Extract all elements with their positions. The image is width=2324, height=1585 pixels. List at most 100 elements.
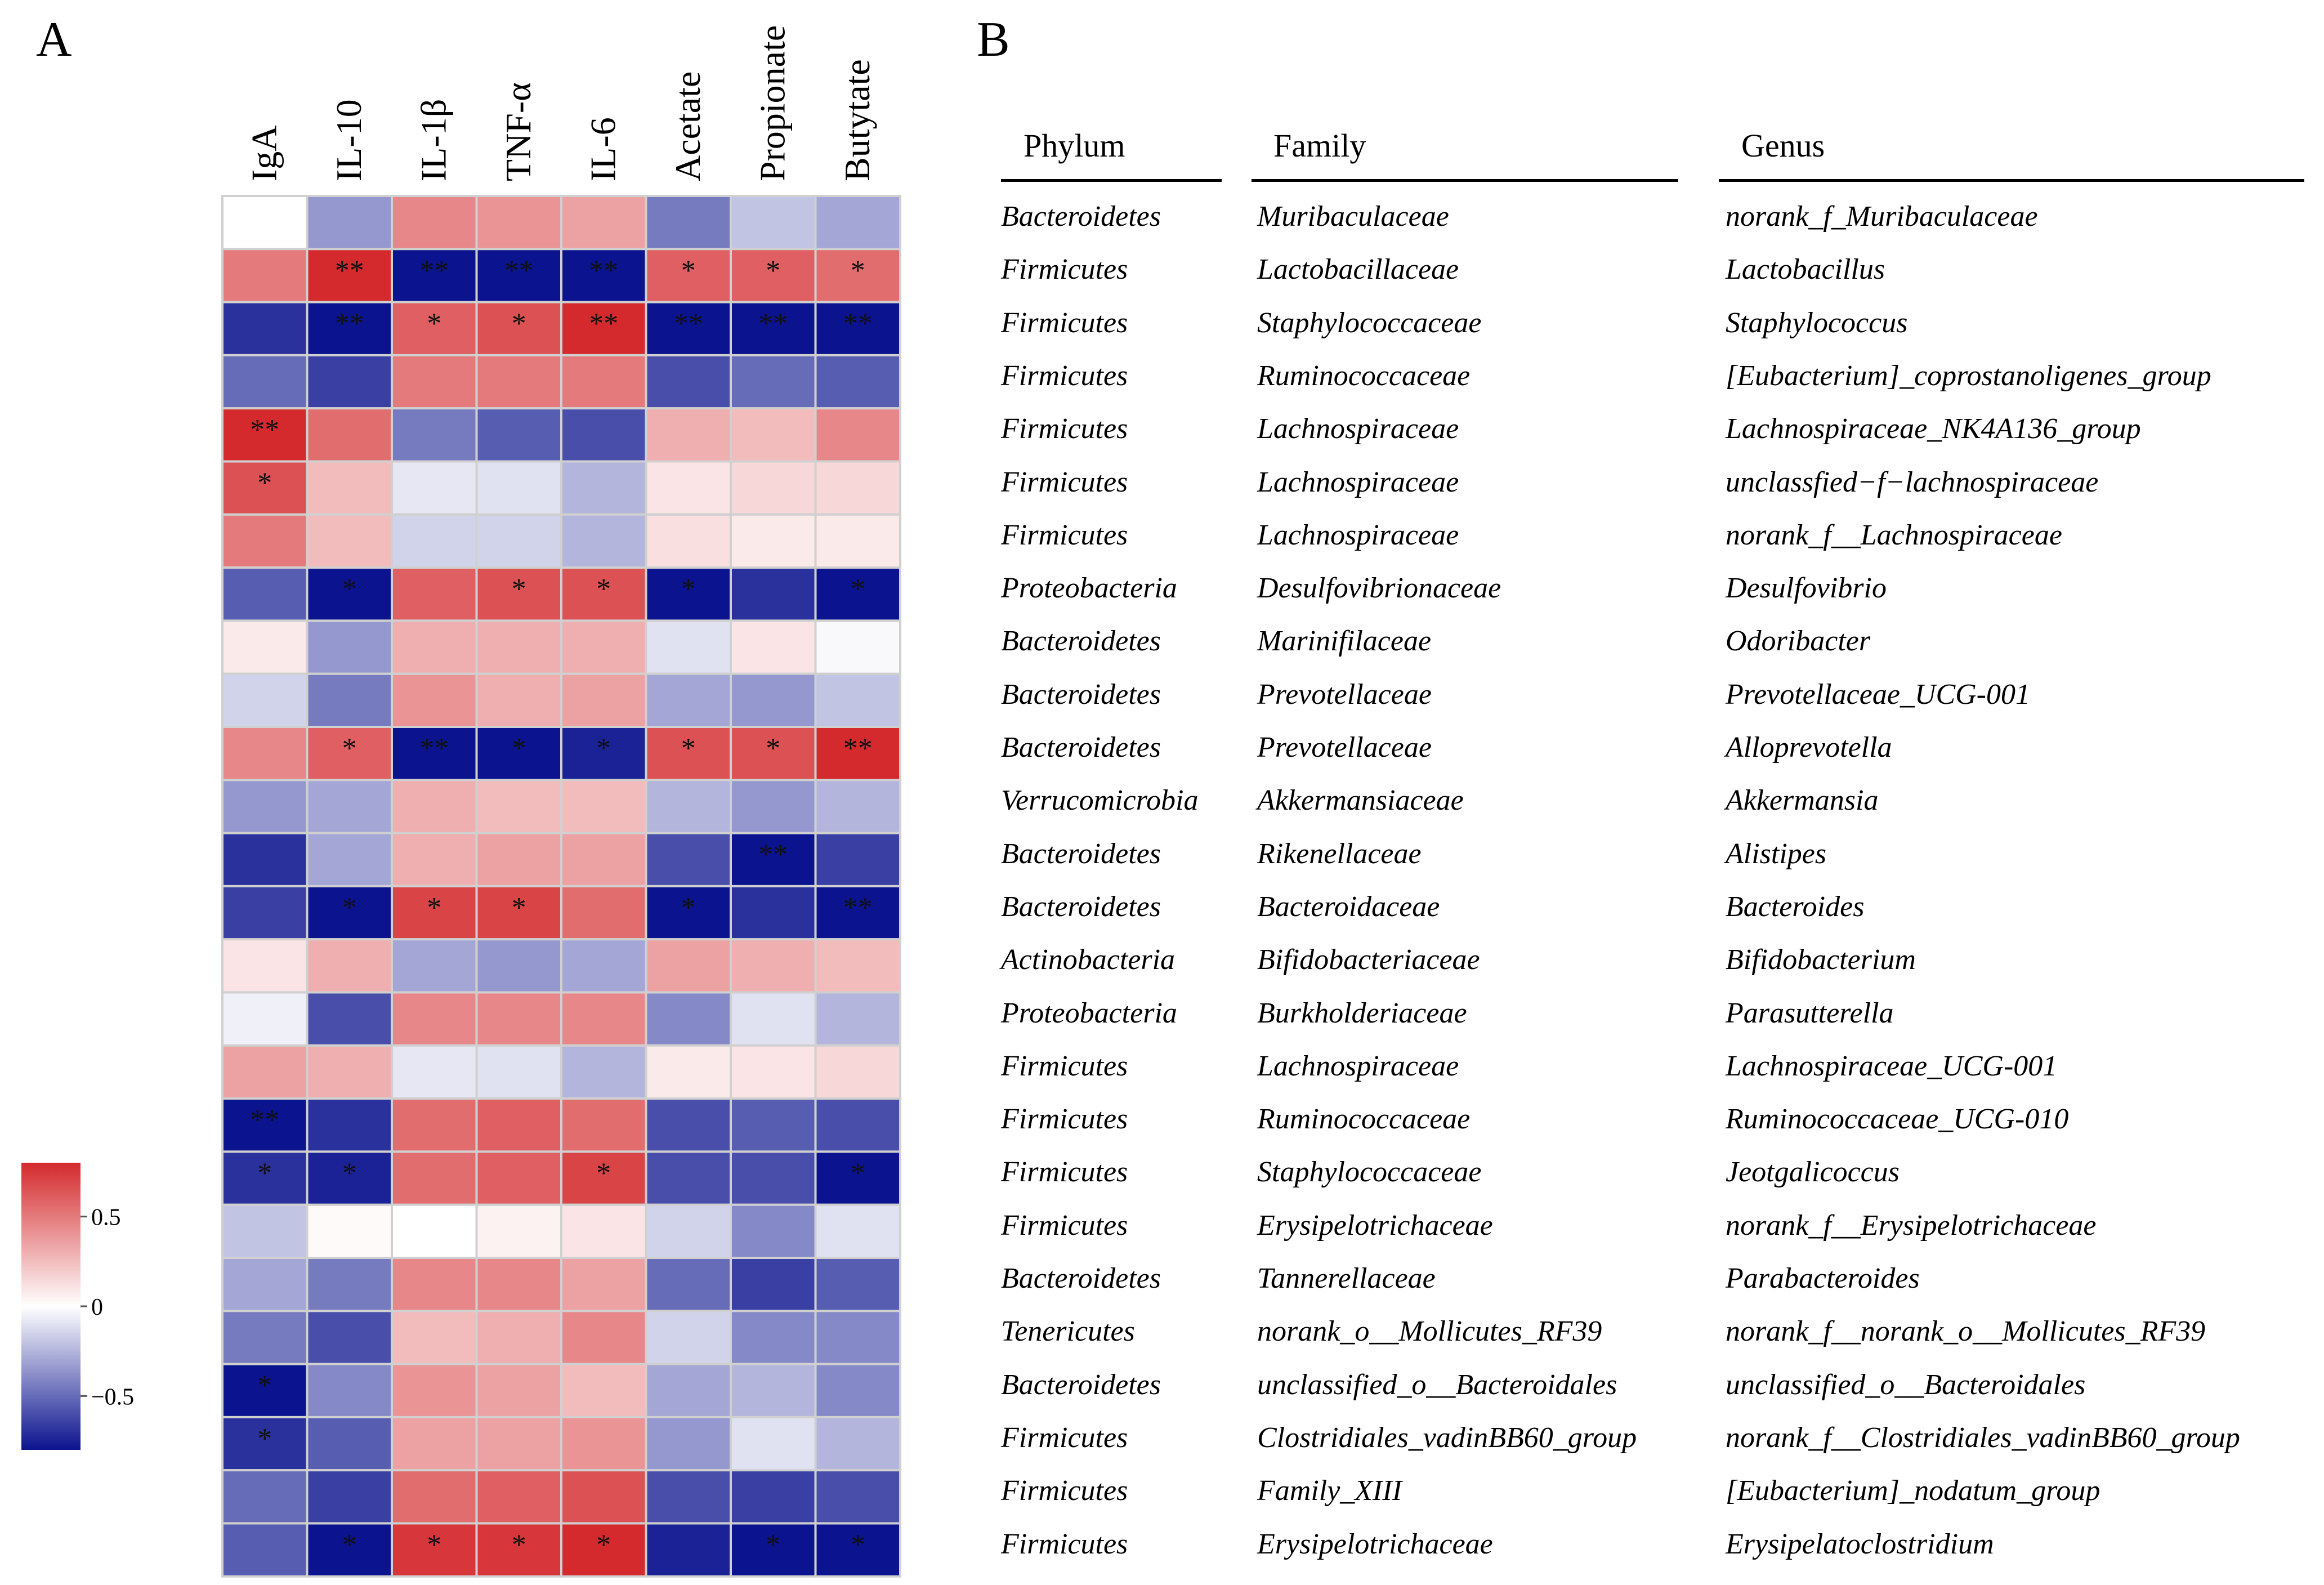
significance-marks: ** ** ** ** * * *** * * ** ** ** ****** * * * ** ** * * * * **… xyxy=(250,255,873,1561)
heatmap-cell xyxy=(475,1310,562,1365)
header-family: Family xyxy=(1273,127,1366,164)
heatmap-cell xyxy=(645,1416,732,1472)
phylum-cell: Firmicutes xyxy=(1001,1528,1128,1560)
phylum-cell: Bacteroidetes xyxy=(1001,731,1161,764)
phylum-cell: Bacteroidetes xyxy=(1001,200,1161,233)
significance-mark: * xyxy=(512,1529,526,1561)
heatmap-cell xyxy=(560,779,647,834)
heatmap-cell xyxy=(560,1257,647,1312)
family-cell: Ruminococcaceae xyxy=(1257,1103,1471,1136)
significance-mark: * xyxy=(766,733,780,765)
heatmap-cell xyxy=(306,1522,393,1578)
heatmap-cell xyxy=(560,301,647,356)
heatmap-cell xyxy=(645,779,732,834)
significance-mark: ** xyxy=(250,1104,279,1136)
family-cell: Burkholderiaceae xyxy=(1257,997,1467,1029)
heatmap-cell xyxy=(475,1469,562,1525)
heatmap-cell xyxy=(645,991,732,1047)
genus-cell: Desulfovibrio xyxy=(1726,572,1887,605)
heatmap-cell xyxy=(391,1097,478,1153)
heatmap-cell xyxy=(560,513,647,569)
significance-mark: * xyxy=(681,733,696,765)
phylum-cell: Proteobacteria xyxy=(1001,997,1177,1029)
significance-mark: ** xyxy=(589,308,618,340)
significance-mark: * xyxy=(681,892,696,924)
heatmap-cell xyxy=(221,566,309,622)
phylum-cell: Firmicutes xyxy=(1001,1103,1128,1136)
significance-mark: * xyxy=(766,1529,780,1561)
family-cell: Staphylococcaceae xyxy=(1257,1156,1482,1189)
header-phylum: Phylum xyxy=(1024,127,1125,164)
heatmap-cell xyxy=(560,832,647,887)
phylum-cell: Firmicutes xyxy=(1001,413,1128,445)
header-genus: Genus xyxy=(1741,127,1825,164)
significance-mark: * xyxy=(851,1157,865,1189)
phylum-cell: Firmicutes xyxy=(1001,1156,1128,1189)
heatmap-cell xyxy=(645,1044,732,1100)
significance-mark: * xyxy=(596,573,611,605)
heatmap-cell xyxy=(814,513,901,569)
heatmap-cell xyxy=(306,1469,393,1525)
genus-cell: unclassified_o__Bacteroidales xyxy=(1726,1368,2086,1401)
significance-mark: * xyxy=(596,1157,611,1189)
heatmap-cell xyxy=(814,407,901,463)
genus-cell: Akkermansia xyxy=(1726,784,1879,817)
genus-cell: Prevotellaceae_UCG-001 xyxy=(1726,678,2030,711)
heatmap-cell xyxy=(475,566,562,622)
heatmap-cell xyxy=(475,407,562,463)
heatmap-cell xyxy=(221,1044,309,1100)
heatmap-cell xyxy=(391,1469,478,1525)
heatmap-cell xyxy=(645,726,732,782)
heatmap-cell xyxy=(221,301,309,356)
heatmap-cell xyxy=(645,1469,732,1525)
significance-mark: ** xyxy=(758,839,788,871)
family-cell: Erysipelotrichaceae xyxy=(1257,1528,1493,1560)
heatmap-cell xyxy=(391,1044,478,1100)
header-rule-family xyxy=(1252,179,1678,182)
family-cell: Erysipelotrichaceae xyxy=(1257,1209,1493,1242)
column-label: Butytate xyxy=(837,59,877,181)
heatmap-cell xyxy=(645,1203,732,1259)
column-label: Propionate xyxy=(752,25,792,181)
family-cell: Clostridiales_vadinBB60_group xyxy=(1257,1421,1637,1454)
heatmap-cell xyxy=(814,301,901,356)
phylum-cell: Bacteroidetes xyxy=(1001,1368,1161,1401)
family-cell: Bacteroidaceae xyxy=(1257,890,1440,923)
heatmap-cell xyxy=(560,1522,647,1578)
phylum-cell: Bacteroidetes xyxy=(1001,1262,1161,1294)
family-cell: Prevotellaceae xyxy=(1257,731,1432,764)
family-cell: Tannerellaceae xyxy=(1257,1262,1436,1294)
significance-mark: * xyxy=(681,255,696,287)
phylum-cell: Verrucomicrobia xyxy=(1001,784,1199,817)
heatmap-cell xyxy=(475,832,562,887)
family-cell: Prevotellaceae xyxy=(1257,678,1432,711)
heatmap-cell xyxy=(221,248,309,303)
column-label: IL-1β xyxy=(413,99,453,181)
heatmap-cell xyxy=(221,1097,309,1153)
heatmap-cell xyxy=(475,885,562,941)
heatmap-cell xyxy=(221,619,309,675)
heatmap-cell xyxy=(475,301,562,356)
heatmap-cell xyxy=(814,1097,901,1153)
significance-mark: ** xyxy=(758,308,788,340)
heatmap-cell xyxy=(306,1203,393,1259)
heatmap-cell xyxy=(306,1257,393,1312)
panel-label-b: B xyxy=(977,12,1010,67)
family-cell: Akkermansiaceae xyxy=(1257,784,1464,817)
header-rule-genus xyxy=(1719,179,2304,182)
heatmap-cell xyxy=(221,832,309,887)
phylum-cell: Firmicutes xyxy=(1001,306,1128,339)
family-cell: Lachnospiraceae xyxy=(1257,519,1459,551)
column-label: Acetate xyxy=(668,72,708,181)
significance-mark: ** xyxy=(419,733,449,765)
heatmap-cell xyxy=(391,1416,478,1472)
heatmap-cell xyxy=(645,1522,732,1578)
column-label: IL-10 xyxy=(329,99,369,181)
family-cell: Marinifilaceae xyxy=(1257,625,1432,658)
genus-cell: norank_f__Lachnospiraceae xyxy=(1726,519,2062,551)
genus-cell: unclassfied−f−lachnospiraceae xyxy=(1726,466,2099,498)
heatmap-cell xyxy=(560,619,647,675)
heatmap-cell xyxy=(391,195,478,251)
significance-mark: * xyxy=(342,573,357,605)
family-cell: unclassified_o__Bacteroidales xyxy=(1257,1368,1617,1401)
